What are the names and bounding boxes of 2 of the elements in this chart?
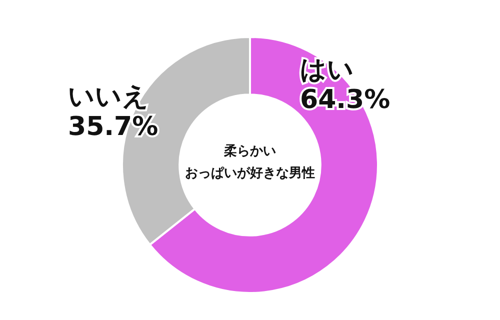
title: 柔らかい (224, 144, 276, 159)
subtitle: おっぱいが好きな男性 (185, 166, 315, 181)
